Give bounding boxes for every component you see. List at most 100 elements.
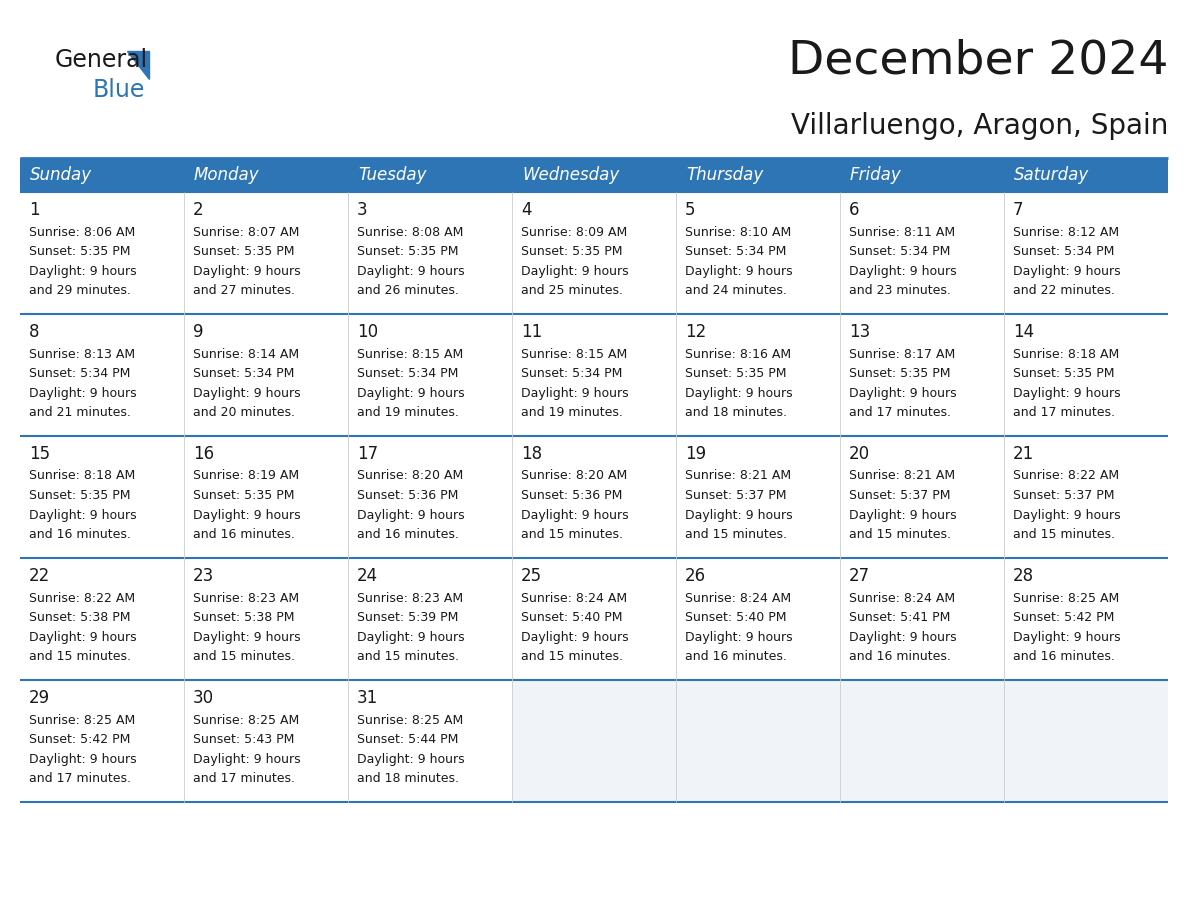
Text: and 26 minutes.: and 26 minutes. [358,284,459,297]
Text: Daylight: 9 hours: Daylight: 9 hours [685,509,792,521]
Text: Sunrise: 8:13 AM: Sunrise: 8:13 AM [29,348,135,361]
Bar [348,436,512,558]
Text: Sunset: 5:35 PM: Sunset: 5:35 PM [522,245,623,258]
Text: and 24 minutes.: and 24 minutes. [685,284,786,297]
Text: 3: 3 [358,201,367,219]
Text: Daylight: 9 hours: Daylight: 9 hours [358,386,465,399]
Text: and 15 minutes.: and 15 minutes. [192,650,295,663]
Bar [1004,158,1168,192]
Text: Sunset: 5:40 PM: Sunset: 5:40 PM [522,611,623,624]
Text: Sunrise: 8:23 AM: Sunrise: 8:23 AM [192,591,299,604]
Bar [348,158,512,192]
Text: and 16 minutes.: and 16 minutes. [192,528,295,541]
Text: Daylight: 9 hours: Daylight: 9 hours [1013,631,1120,644]
Text: Sunset: 5:34 PM: Sunset: 5:34 PM [685,245,786,258]
Text: and 20 minutes.: and 20 minutes. [192,406,295,419]
Text: 4: 4 [522,201,531,219]
Text: 24: 24 [358,567,378,585]
Text: Daylight: 9 hours: Daylight: 9 hours [522,631,628,644]
Text: Sunrise: 8:25 AM: Sunrise: 8:25 AM [358,713,463,726]
Text: Wednesday: Wednesday [522,166,619,184]
Text: Sunset: 5:34 PM: Sunset: 5:34 PM [1013,245,1114,258]
Text: Sunrise: 8:24 AM: Sunrise: 8:24 AM [849,591,955,604]
Text: Monday: Monday [194,166,260,184]
Bar [512,192,676,314]
Text: Sunset: 5:36 PM: Sunset: 5:36 PM [522,489,623,502]
Text: Daylight: 9 hours: Daylight: 9 hours [192,631,301,644]
Text: Sunrise: 8:22 AM: Sunrise: 8:22 AM [1013,469,1119,483]
Bar [20,558,184,680]
Text: 16: 16 [192,445,214,463]
Text: Daylight: 9 hours: Daylight: 9 hours [29,386,137,399]
Text: Sunrise: 8:11 AM: Sunrise: 8:11 AM [849,226,955,239]
Text: Sunset: 5:38 PM: Sunset: 5:38 PM [29,611,131,624]
Bar [840,158,1004,192]
Text: and 19 minutes.: and 19 minutes. [522,406,623,419]
Bar [512,158,676,192]
Bar [184,436,348,558]
Text: Daylight: 9 hours: Daylight: 9 hours [849,509,956,521]
Text: Daylight: 9 hours: Daylight: 9 hours [358,631,465,644]
Text: Sunrise: 8:25 AM: Sunrise: 8:25 AM [29,713,135,726]
Text: Daylight: 9 hours: Daylight: 9 hours [522,509,628,521]
Text: Sunset: 5:44 PM: Sunset: 5:44 PM [358,733,459,746]
Text: Sunset: 5:35 PM: Sunset: 5:35 PM [849,367,950,380]
Text: Sunset: 5:35 PM: Sunset: 5:35 PM [29,245,131,258]
Bar [840,558,1004,680]
Bar [184,192,348,314]
Text: 10: 10 [358,323,378,341]
Text: 25: 25 [522,567,542,585]
Polygon shape [126,50,148,79]
Text: 20: 20 [849,445,870,463]
Text: Daylight: 9 hours: Daylight: 9 hours [522,386,628,399]
Text: Daylight: 9 hours: Daylight: 9 hours [29,509,137,521]
Text: Daylight: 9 hours: Daylight: 9 hours [685,264,792,277]
Bar [840,680,1004,802]
Bar [840,436,1004,558]
Text: Daylight: 9 hours: Daylight: 9 hours [522,264,628,277]
Text: and 17 minutes.: and 17 minutes. [849,406,952,419]
Text: Daylight: 9 hours: Daylight: 9 hours [192,509,301,521]
Text: and 15 minutes.: and 15 minutes. [522,528,623,541]
Text: and 17 minutes.: and 17 minutes. [192,772,295,785]
Text: and 29 minutes.: and 29 minutes. [29,284,131,297]
Text: Thursday: Thursday [685,166,763,184]
Bar [512,436,676,558]
Text: General: General [55,48,148,72]
Text: and 22 minutes.: and 22 minutes. [1013,284,1114,297]
Text: Daylight: 9 hours: Daylight: 9 hours [685,631,792,644]
Text: and 16 minutes.: and 16 minutes. [685,650,786,663]
Bar [20,158,184,192]
Text: Sunrise: 8:15 AM: Sunrise: 8:15 AM [358,348,463,361]
Text: 14: 14 [1013,323,1034,341]
Text: Sunrise: 8:24 AM: Sunrise: 8:24 AM [685,591,791,604]
Text: Sunrise: 8:25 AM: Sunrise: 8:25 AM [192,713,299,726]
Bar [1004,314,1168,436]
Text: Daylight: 9 hours: Daylight: 9 hours [29,631,137,644]
Text: and 15 minutes.: and 15 minutes. [522,650,623,663]
Text: Daylight: 9 hours: Daylight: 9 hours [29,753,137,766]
Text: and 16 minutes.: and 16 minutes. [358,528,459,541]
Text: Sunrise: 8:09 AM: Sunrise: 8:09 AM [522,226,627,239]
Text: 30: 30 [192,689,214,707]
Text: Daylight: 9 hours: Daylight: 9 hours [849,631,956,644]
Text: 12: 12 [685,323,706,341]
Bar [1004,192,1168,314]
Bar [840,192,1004,314]
Text: Sunday: Sunday [30,166,93,184]
Text: Daylight: 9 hours: Daylight: 9 hours [192,386,301,399]
Text: Sunset: 5:39 PM: Sunset: 5:39 PM [358,611,459,624]
Text: and 16 minutes.: and 16 minutes. [849,650,950,663]
Text: and 15 minutes.: and 15 minutes. [849,528,952,541]
Bar [20,680,184,802]
Text: Blue: Blue [93,78,145,102]
Text: Sunrise: 8:15 AM: Sunrise: 8:15 AM [522,348,627,361]
Text: Daylight: 9 hours: Daylight: 9 hours [849,264,956,277]
Bar [348,558,512,680]
Text: and 18 minutes.: and 18 minutes. [358,772,459,785]
Text: Daylight: 9 hours: Daylight: 9 hours [358,753,465,766]
Text: Sunset: 5:36 PM: Sunset: 5:36 PM [358,489,459,502]
Text: and 16 minutes.: and 16 minutes. [29,528,131,541]
Text: Sunset: 5:34 PM: Sunset: 5:34 PM [29,367,131,380]
Text: Sunset: 5:43 PM: Sunset: 5:43 PM [192,733,295,746]
